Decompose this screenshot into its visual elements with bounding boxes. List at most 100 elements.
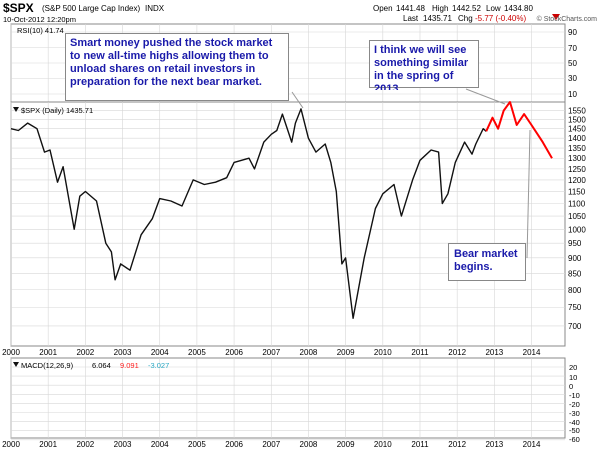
- price-y-tick-label: 1350: [568, 144, 586, 153]
- rsi-tick: 10: [568, 90, 577, 99]
- down-arrow-icon: [552, 14, 560, 20]
- price-y-tick-label: 950: [568, 239, 582, 248]
- macd-value: 6.064: [92, 361, 111, 370]
- high-value: 1442.52: [452, 4, 481, 13]
- x-tick-label: 2002: [76, 348, 94, 357]
- right-annotation-box: I think we will see something similar in…: [369, 40, 479, 90]
- x-tick-label-macd: 2010: [374, 440, 392, 449]
- x-axis-macd: 2000 2001 2002 2003 2004 2005 2006 2007 2008 2009…: [2, 440, 541, 449]
- rsi-axis: 90 70 50 30 10: [568, 28, 577, 99]
- left-annotation-box: Smart money pushed the stock market to n…: [65, 33, 289, 101]
- price-history-line: [10, 108, 487, 319]
- macd-tick: 10: [569, 373, 577, 382]
- x-tick-label-macd: 2003: [114, 440, 132, 449]
- rsi-tick: 30: [568, 74, 577, 83]
- price-y-tick-label: 1000: [568, 225, 586, 234]
- x-tick-label-macd: 2009: [337, 440, 355, 449]
- symbol: $SPX: [3, 1, 34, 15]
- legend-marker-icon: [13, 107, 19, 112]
- macd-signal-value: 9.091: [120, 361, 139, 370]
- macd-tick: -60: [569, 435, 580, 444]
- x-tick-label-macd: 2002: [76, 440, 94, 449]
- right-callout-pointer: [465, 88, 506, 105]
- open-value: 1441.48: [396, 4, 425, 13]
- high-label: High: [432, 4, 448, 13]
- x-tick-label: 2008: [300, 348, 318, 357]
- price-y-tick-label: 1300: [568, 154, 586, 163]
- x-tick-label: 2011: [411, 348, 429, 357]
- price-y-tick-label: 1050: [568, 212, 586, 221]
- x-tick-label: 2006: [225, 348, 243, 357]
- macd-tick: -10: [569, 391, 580, 400]
- bear-annotation-text: Bear market begins.: [448, 243, 526, 281]
- open-label: Open: [373, 4, 393, 13]
- macd-legend-marker-icon: [13, 362, 19, 367]
- last-label: Last: [403, 14, 419, 23]
- change-value: -5.77 (-0.40%): [475, 14, 526, 23]
- x-tick-label-macd: 2005: [188, 440, 206, 449]
- macd-tick: -20: [569, 400, 580, 409]
- x-tick-label: 2009: [337, 348, 355, 357]
- price-y-tick-label: 750: [568, 303, 582, 312]
- right-annotation-text: I think we will see something similar in…: [369, 40, 479, 90]
- price-y-tick-label: 1200: [568, 176, 586, 185]
- bear-callout-pointer: [526, 129, 531, 259]
- x-tick-label: 2001: [39, 348, 57, 357]
- price-y-tick-label: 1450: [568, 125, 586, 134]
- last-value: 1435.71: [423, 14, 452, 23]
- macd-tick: -30: [569, 409, 580, 418]
- x-tick-label: 2013: [485, 348, 503, 357]
- stockcharts-credit: © StockCharts.com: [537, 15, 598, 23]
- x-tick-label-macd: 2008: [300, 440, 318, 449]
- price-grid: [10, 102, 565, 346]
- macd-panel: [10, 357, 566, 439]
- x-tick-label-macd: 2006: [225, 440, 243, 449]
- low-value: 1434.80: [504, 4, 533, 13]
- symbol-name: (S&P 500 Large Cap Index): [42, 4, 140, 13]
- x-tick-label: 2005: [188, 348, 206, 357]
- bear-annotation-box: Bear market begins.: [448, 243, 526, 281]
- price-y-tick-label: 1150: [568, 187, 586, 196]
- price-panel: [10, 101, 566, 347]
- x-tick-label: 2012: [448, 348, 466, 357]
- price-series-group: [10, 101, 553, 319]
- rsi-tick: 50: [568, 59, 577, 68]
- left-annotation-text: Smart money pushed the stock market to n…: [65, 33, 289, 101]
- x-axis-price: 2000 2001 2002 2003 2004 2005 2006 2007 2008 2009…: [2, 348, 541, 357]
- price-y-tick-label: 1550: [568, 107, 586, 116]
- x-tick-label-macd: 2001: [39, 440, 57, 449]
- x-tick-label-macd: 2011: [411, 440, 429, 449]
- price-y-axis: 700 750 800 850 900 950 1000 1050 1100 1150 1200 12…: [568, 107, 586, 331]
- x-tick-label: 2010: [374, 348, 392, 357]
- exchange: INDX: [145, 4, 165, 13]
- price-y-tick-label: 1100: [568, 199, 586, 208]
- x-tick-label: 2004: [151, 348, 169, 357]
- x-tick-label: 2014: [523, 348, 541, 357]
- macd-label: MACD(12,26,9): [21, 361, 74, 370]
- projection-line: [485, 101, 553, 159]
- price-y-tick-label: 1400: [568, 134, 586, 143]
- macd-tick: -40: [569, 418, 580, 427]
- x-tick-label-macd: 2014: [523, 440, 541, 449]
- price-y-tick-label: 800: [568, 286, 582, 295]
- rsi-tick: 70: [568, 44, 577, 53]
- macd-grid: [10, 358, 565, 441]
- macd-tick: 20: [569, 363, 577, 372]
- left-callout-pointer: [291, 91, 304, 109]
- change-label: Chg: [458, 14, 473, 23]
- price-y-tick-label: 700: [568, 322, 582, 331]
- x-tick-label: 2000: [2, 348, 20, 357]
- macd-tick: 0: [569, 382, 573, 391]
- macd-hist-value: -3.027: [148, 361, 169, 370]
- x-tick-label: 2007: [262, 348, 280, 357]
- price-y-tick-label: 1500: [568, 115, 586, 124]
- rsi-tick: 90: [568, 28, 577, 37]
- x-tick-label-macd: 2012: [448, 440, 466, 449]
- x-tick-label-macd: 2007: [262, 440, 280, 449]
- macd-axis: 20 10 0 -10 -20 -30 -40 -50 -60: [569, 363, 580, 444]
- rsi-label: RSI(10) 41.74: [17, 26, 64, 35]
- price-y-tick-label: 900: [568, 254, 582, 263]
- x-tick-label-macd: 2004: [151, 440, 169, 449]
- timestamp: 10-Oct-2012 12:20pm: [3, 15, 76, 24]
